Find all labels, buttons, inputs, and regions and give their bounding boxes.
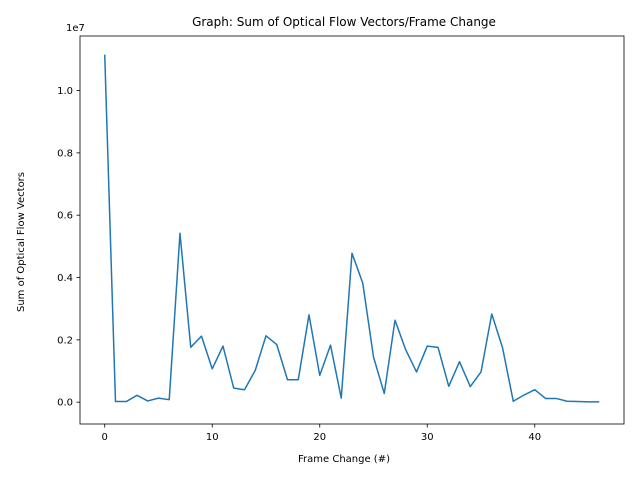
chart-title: Graph: Sum of Optical Flow Vectors/Frame… [192,15,496,29]
x-tick-label: 20 [313,432,326,443]
x-axis-ticks: 0 10 20 30 40 [102,424,541,443]
y-tick-label: 0.2 [57,335,73,346]
series-line [103,54,600,403]
y-tick-label: 0.8 [57,148,73,159]
x-tick-label: 0 [102,432,108,443]
y-tick-label: 0.4 [57,273,73,284]
series-layer [103,54,600,403]
x-tick-label: 30 [421,432,434,443]
y-axis-offset-label: 1e7 [66,23,85,34]
y-axis-ticks: 0.0 0.2 0.4 0.6 0.8 1.0 [57,86,80,409]
y-axis-title: Sum of Optical Flow Vectors [16,172,27,312]
x-tick-label: 10 [206,432,219,443]
plot-frame [79,35,625,425]
y-tick-label: 0.0 [57,398,73,409]
y-tick-label: 1.0 [57,86,73,97]
x-tick-label: 40 [528,432,541,443]
x-axis-title: Frame Change (#) [298,454,390,465]
y-tick-label: 0.6 [57,211,73,222]
